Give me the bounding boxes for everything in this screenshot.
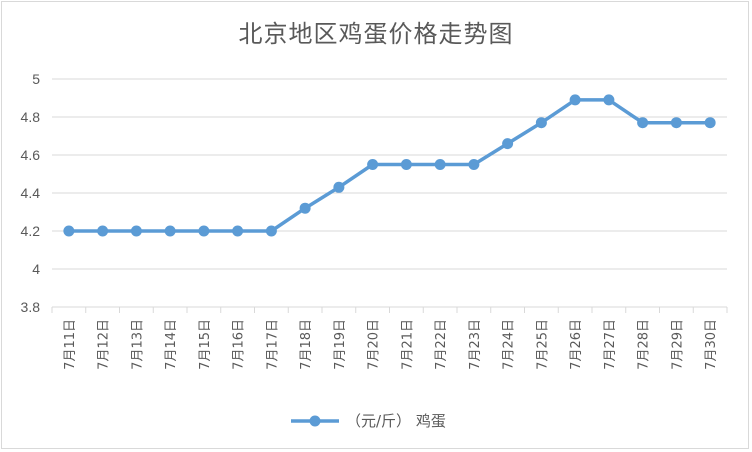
y-tick-label: 3.8 xyxy=(21,299,41,315)
data-point xyxy=(502,138,514,150)
data-point xyxy=(198,225,210,237)
series-line xyxy=(67,98,712,233)
y-tick-label: 4.8 xyxy=(21,109,41,125)
data-point xyxy=(130,225,142,237)
data-point xyxy=(367,159,379,170)
x-tick-label: 7月15日 xyxy=(198,319,213,370)
data-point xyxy=(569,94,581,106)
x-tick-label: 7月13日 xyxy=(130,319,145,370)
x-tick-label: 7月11日 xyxy=(63,319,78,370)
series-layer xyxy=(63,94,716,237)
legend-label: （元/斤） 鸡蛋 xyxy=(346,412,446,430)
legend-marker xyxy=(309,415,321,427)
data-point xyxy=(97,225,109,237)
y-tick-label: 4.6 xyxy=(21,147,41,163)
x-tick-label: 7月24日 xyxy=(502,319,517,370)
x-tick-label: 7月22日 xyxy=(434,319,449,370)
x-tick-label: 7月29日 xyxy=(670,319,685,370)
data-point xyxy=(637,117,649,129)
y-axis-ticks: 3.8 4 4.2 4.4 4.6 4.8 5 xyxy=(21,71,41,315)
x-tick-label: 7月18日 xyxy=(299,319,314,370)
data-point xyxy=(333,181,345,193)
data-point xyxy=(704,117,716,129)
y-tick-label: 4.2 xyxy=(21,223,41,239)
data-point xyxy=(603,94,615,106)
data-point xyxy=(400,159,412,170)
x-tick-label: 7月16日 xyxy=(232,319,247,370)
x-tick-label: 7月27日 xyxy=(603,319,618,370)
data-point xyxy=(265,225,277,237)
data-point xyxy=(535,117,547,129)
x-axis-ticks: 7月11日 7月12日 7月13日 7月14日 7月15日 7月16日 7月17日 7月18日… xyxy=(63,319,719,370)
y-tick-label: 4 xyxy=(32,261,40,277)
data-point xyxy=(232,225,244,237)
data-point xyxy=(434,159,446,170)
chart-title: 北京地区鸡蛋价格走势图 xyxy=(238,20,514,48)
x-tick-label: 7月23日 xyxy=(468,319,483,370)
x-tick-label: 7月25日 xyxy=(535,319,550,370)
x-tick-label: 7月12日 xyxy=(97,319,112,370)
data-point xyxy=(299,202,311,214)
y-tick-label: 4.4 xyxy=(21,185,41,201)
data-point xyxy=(63,225,75,237)
data-point xyxy=(164,225,176,237)
data-point xyxy=(468,159,480,170)
x-tick-label: 7月26日 xyxy=(569,319,584,370)
x-tick-label: 7月17日 xyxy=(265,319,280,370)
x-tick-label: 7月14日 xyxy=(164,319,179,370)
y-tick-label: 5 xyxy=(32,71,40,87)
gridlines xyxy=(51,78,728,313)
x-tick-label: 7月21日 xyxy=(400,319,415,370)
data-point xyxy=(670,117,682,129)
x-tick-label: 7月28日 xyxy=(637,319,652,370)
x-tick-label: 7月19日 xyxy=(333,319,348,370)
x-tick-label: 7月20日 xyxy=(367,319,382,370)
x-tick-label: 7月30日 xyxy=(704,319,719,370)
legend: （元/斤） 鸡蛋 xyxy=(291,412,446,430)
